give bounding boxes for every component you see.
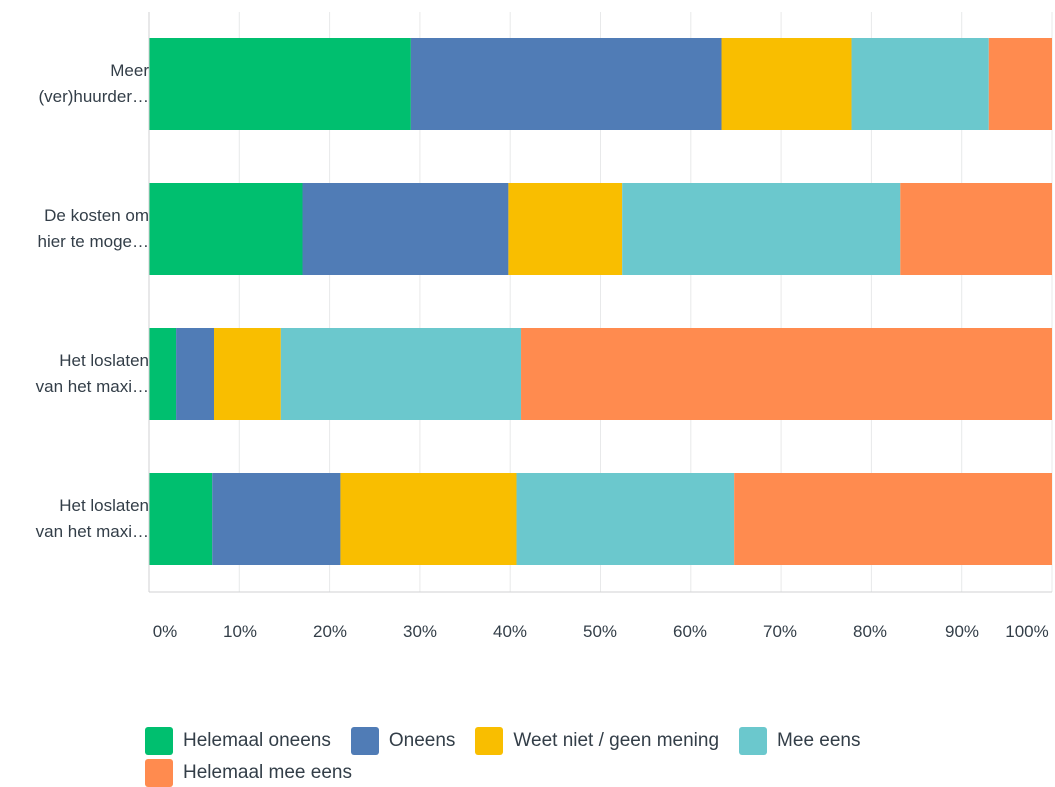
category-label-line: (ver)huurder… (38, 87, 149, 106)
category-label-line: van het maxi… (35, 377, 149, 396)
legend-item: Weet niet / geen mening (475, 727, 719, 755)
x-tick-label: 40% (493, 622, 527, 641)
bar-segment (721, 38, 852, 130)
legend-swatch (739, 727, 768, 755)
x-tick-label: 10% (223, 622, 257, 641)
bar-segment (508, 183, 623, 275)
legend-swatch (145, 759, 173, 787)
bar-segment (149, 183, 303, 275)
x-tick-labels: 0% 10% 20% 30% 40% 50% 60% 70% 80% 90% 100% (153, 622, 1049, 641)
x-tick-label: 80% (853, 622, 887, 641)
legend-label: Weet niet / geen mening (513, 730, 720, 751)
bar-segment (280, 328, 522, 420)
legend-label: Helemaal mee eens (183, 762, 352, 783)
x-tick-label: 100% (1005, 622, 1048, 641)
category-label-line: Het loslaten (59, 496, 149, 515)
x-tick-label: 0% (153, 622, 178, 641)
bar-segment (516, 473, 735, 565)
bar-segment (214, 328, 281, 420)
legend: Helemaal oneens Oneens Weet niet / geen me… (145, 727, 1035, 787)
category-label-line: Het loslaten (59, 351, 149, 370)
x-tick-label: 20% (313, 622, 347, 641)
legend-label: Mee eens (777, 730, 861, 751)
bar-segment (734, 473, 1052, 565)
x-tick-label: 50% (583, 622, 617, 641)
category-label: Het loslaten van het maxi… (0, 493, 149, 545)
category-label-line: Meer (110, 61, 149, 80)
category-label-line: De kosten om (44, 206, 149, 225)
x-tick-label: 60% (673, 622, 707, 641)
legend-item: Helemaal oneens (145, 727, 331, 755)
category-label: De kosten om hier te moge… (0, 203, 150, 255)
legend-label: Oneens (388, 730, 456, 751)
axes (148, 12, 1052, 593)
bar-segment (622, 183, 901, 275)
category-label-line: hier te moge… (37, 232, 150, 251)
bar-segment (149, 473, 213, 565)
bar-segment (149, 328, 177, 420)
legend-swatch (145, 727, 173, 755)
legend-item: Mee eens (739, 727, 861, 755)
x-tick-label: 70% (763, 622, 797, 641)
category-label: Meer (ver)huurder… (0, 58, 149, 110)
bar-segment (900, 183, 1052, 275)
x-tick-label: 30% (403, 622, 437, 641)
bar-segment (212, 473, 341, 565)
legend-item: Helemaal mee eens (145, 759, 352, 787)
category-label-line: van het maxi… (35, 522, 149, 541)
bar-segment (988, 38, 1052, 130)
legend-label: Helemaal oneens (183, 730, 331, 751)
bar-segment (410, 38, 722, 130)
category-label: Het loslaten van het maxi… (0, 348, 149, 400)
x-tick-label: 90% (945, 622, 979, 641)
bar-segment (302, 183, 509, 275)
bar-segment (340, 473, 517, 565)
bar-segment (176, 328, 215, 420)
bar-segment (149, 38, 411, 130)
bar-segment (521, 328, 1052, 420)
bar-segment (851, 38, 989, 130)
legend-swatch (350, 727, 379, 755)
legend-swatch (475, 727, 504, 755)
bars (149, 38, 1052, 565)
legend-item: Oneens (350, 727, 456, 755)
